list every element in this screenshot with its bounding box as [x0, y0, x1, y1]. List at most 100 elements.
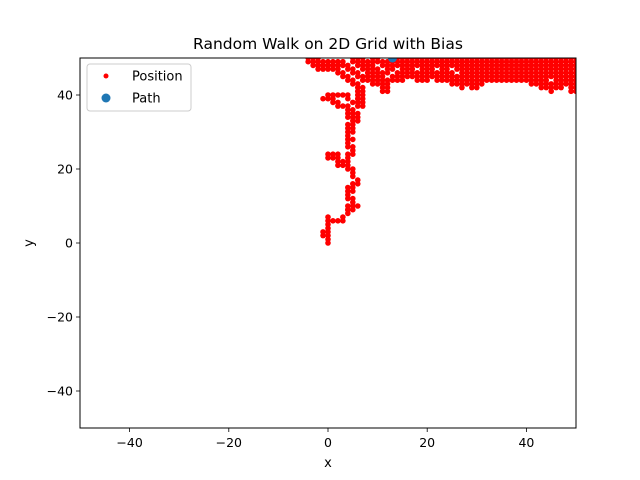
- plot-marks: [305, 58, 576, 246]
- position-point-422: [444, 73, 450, 80]
- x-tick-label: 0: [324, 435, 332, 450]
- position-point-321: [414, 62, 421, 69]
- position-point-448: [533, 58, 540, 61]
- position-point-398: [508, 58, 515, 61]
- position-point-431: [404, 73, 411, 80]
- position-point-402: [523, 66, 530, 72]
- position-point-417: [459, 84, 465, 91]
- position-point-62: [345, 121, 351, 128]
- position-point-429: [419, 77, 426, 83]
- position-point-410: [518, 73, 525, 80]
- position-point-425: [434, 77, 440, 83]
- position-point-373: [434, 58, 440, 61]
- position-point-406: [533, 73, 540, 80]
- legend-box: [86, 63, 192, 112]
- position-point-424: [439, 77, 445, 83]
- position-point-350: [364, 58, 371, 65]
- position-point-446: [523, 58, 530, 61]
- y-tick-label: 20: [57, 162, 73, 177]
- position-point-294: [488, 66, 495, 72]
- position-point-139: [359, 77, 366, 83]
- position-point-352: [369, 58, 376, 61]
- position-point-103: [350, 77, 356, 83]
- position-point-435: [374, 81, 381, 87]
- position-point-314: [434, 62, 440, 69]
- position-point-404: [528, 70, 535, 76]
- position-point-71: [354, 110, 361, 117]
- position-point-461: [543, 77, 550, 83]
- position-point-459: [548, 88, 554, 95]
- position-point-378: [454, 58, 460, 65]
- legend-label-path: Path: [132, 92, 161, 107]
- position-point-215: [533, 81, 540, 87]
- position-point-368: [419, 58, 426, 61]
- position-point-107: [340, 70, 346, 76]
- position-point-156: [389, 73, 396, 80]
- position-point-346: [350, 58, 356, 61]
- position-point-453: [558, 58, 564, 61]
- position-point-47: [325, 155, 331, 161]
- position-point-77: [335, 99, 341, 106]
- position-point-135: [350, 70, 356, 76]
- position-point-217: [538, 84, 545, 91]
- position-point-347: [354, 58, 361, 61]
- position-point-413: [508, 77, 515, 83]
- position-point-231: [573, 88, 576, 95]
- x-tick-label: 40: [518, 435, 534, 450]
- position-point-401: [518, 62, 525, 69]
- path-point-0: [387, 58, 397, 63]
- position-point-290: [498, 66, 505, 72]
- position-point-366: [409, 58, 416, 61]
- position-point-133: [345, 66, 351, 72]
- position-point-34: [350, 166, 356, 172]
- position-point-370: [424, 58, 431, 65]
- position-point-127: [330, 62, 336, 69]
- position-point-464: [493, 77, 500, 83]
- position-point-85: [340, 92, 346, 98]
- position-point-340: [364, 66, 371, 72]
- position-point-362: [399, 58, 406, 61]
- position-point-75: [340, 103, 346, 109]
- position-point-380: [459, 62, 465, 69]
- position-point-83: [330, 92, 336, 98]
- position-point-121: [315, 58, 321, 65]
- x-tick-label: −40: [116, 435, 142, 450]
- position-point-452: [553, 58, 559, 61]
- position-point-463: [488, 77, 495, 83]
- position-point-382: [464, 66, 470, 72]
- position-point-455: [568, 58, 574, 61]
- position-point-330: [389, 66, 396, 72]
- position-point-56: [350, 136, 356, 143]
- position-point-462: [538, 77, 545, 83]
- position-point-172: [429, 73, 435, 80]
- position-point-90: [354, 103, 361, 109]
- position-point-154: [384, 77, 391, 83]
- position-point-123: [320, 62, 326, 69]
- position-point-101: [354, 81, 361, 87]
- x-tick-label: 20: [419, 435, 435, 450]
- position-point-137: [354, 73, 361, 80]
- position-point-399: [513, 58, 520, 61]
- position-point-296: [483, 70, 490, 76]
- position-point-471: [459, 58, 465, 61]
- position-point-81: [320, 95, 326, 102]
- position-point-298: [478, 73, 485, 80]
- position-point-87: [345, 95, 351, 102]
- position-point-451: [548, 58, 554, 61]
- position-point-119: [310, 58, 316, 61]
- position-point-43: [335, 151, 341, 157]
- position-point-9: [325, 214, 331, 220]
- position-point-400: [518, 58, 525, 61]
- position-point-4: [320, 229, 326, 235]
- position-point-469: [469, 58, 475, 61]
- position-point-152: [379, 88, 386, 95]
- position-point-332: [384, 70, 391, 76]
- position-point-445: [483, 58, 490, 61]
- position-point-458: [558, 84, 564, 91]
- position-point-397: [503, 58, 510, 61]
- position-point-82: [325, 92, 331, 98]
- position-point-460: [553, 77, 559, 83]
- position-point-125: [325, 58, 331, 65]
- position-point-433: [399, 77, 406, 83]
- position-point-427: [424, 73, 431, 80]
